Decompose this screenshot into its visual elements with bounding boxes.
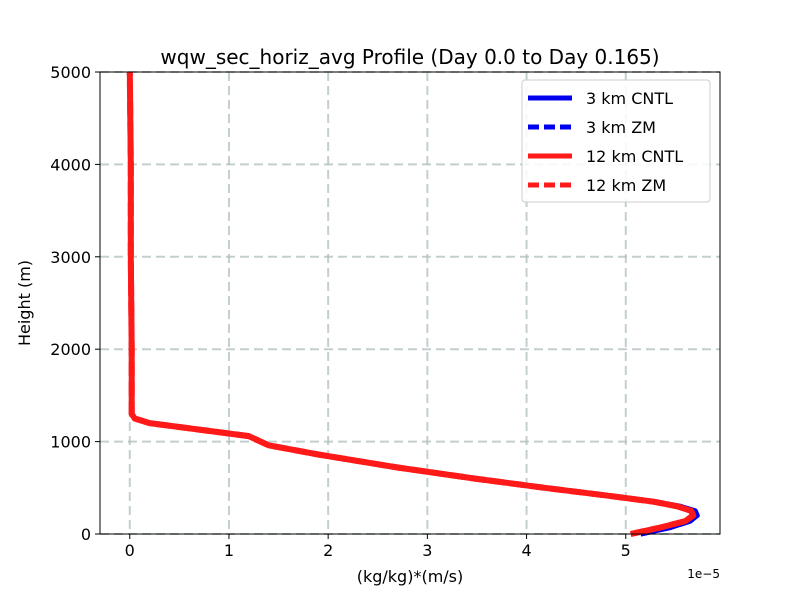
- chart-title: wqw_sec_horiz_avg Profile (Day 0.0 to Da…: [160, 45, 659, 69]
- y-tick-label: 3000: [50, 248, 91, 267]
- x-tick-label: 0: [125, 541, 135, 560]
- legend: 3 km CNTL 3 km ZM 12 km CNTL 12 km ZM: [521, 79, 711, 203]
- y-tick-label: 4000: [50, 155, 91, 174]
- y-axis-title: Height (m): [15, 260, 34, 346]
- y-tick-label: 2000: [50, 340, 91, 359]
- x-tick-label: 3: [422, 541, 432, 560]
- x-tick-label: 2: [323, 541, 333, 560]
- series-lines: [126, 71, 700, 537]
- series-line-12-km-zm: [126, 71, 697, 537]
- x-tick-label: 4: [521, 541, 531, 560]
- legend-label: 3 km ZM: [586, 118, 656, 137]
- x-tick-label: 1: [224, 541, 234, 560]
- x-tick-label: 5: [621, 541, 631, 560]
- y-tick-label: 1000: [50, 433, 91, 452]
- x-axis-offset-label: 1e−5: [687, 567, 720, 581]
- legend-label: 12 km CNTL: [586, 147, 683, 166]
- plot-frame: [99, 71, 721, 535]
- y-tick-label: 0: [81, 525, 91, 544]
- x-axis-title: (kg/kg)*(m/s): [357, 567, 464, 586]
- y-tick-label: 5000: [50, 63, 91, 82]
- legend-label: 3 km CNTL: [586, 89, 673, 108]
- legend-box: [521, 79, 711, 203]
- x-axis: 0 1 2 3 4 5: [125, 534, 631, 560]
- y-axis: 0 1000 2000 3000 4000 5000: [50, 63, 100, 544]
- legend-label: 12 km ZM: [586, 176, 666, 195]
